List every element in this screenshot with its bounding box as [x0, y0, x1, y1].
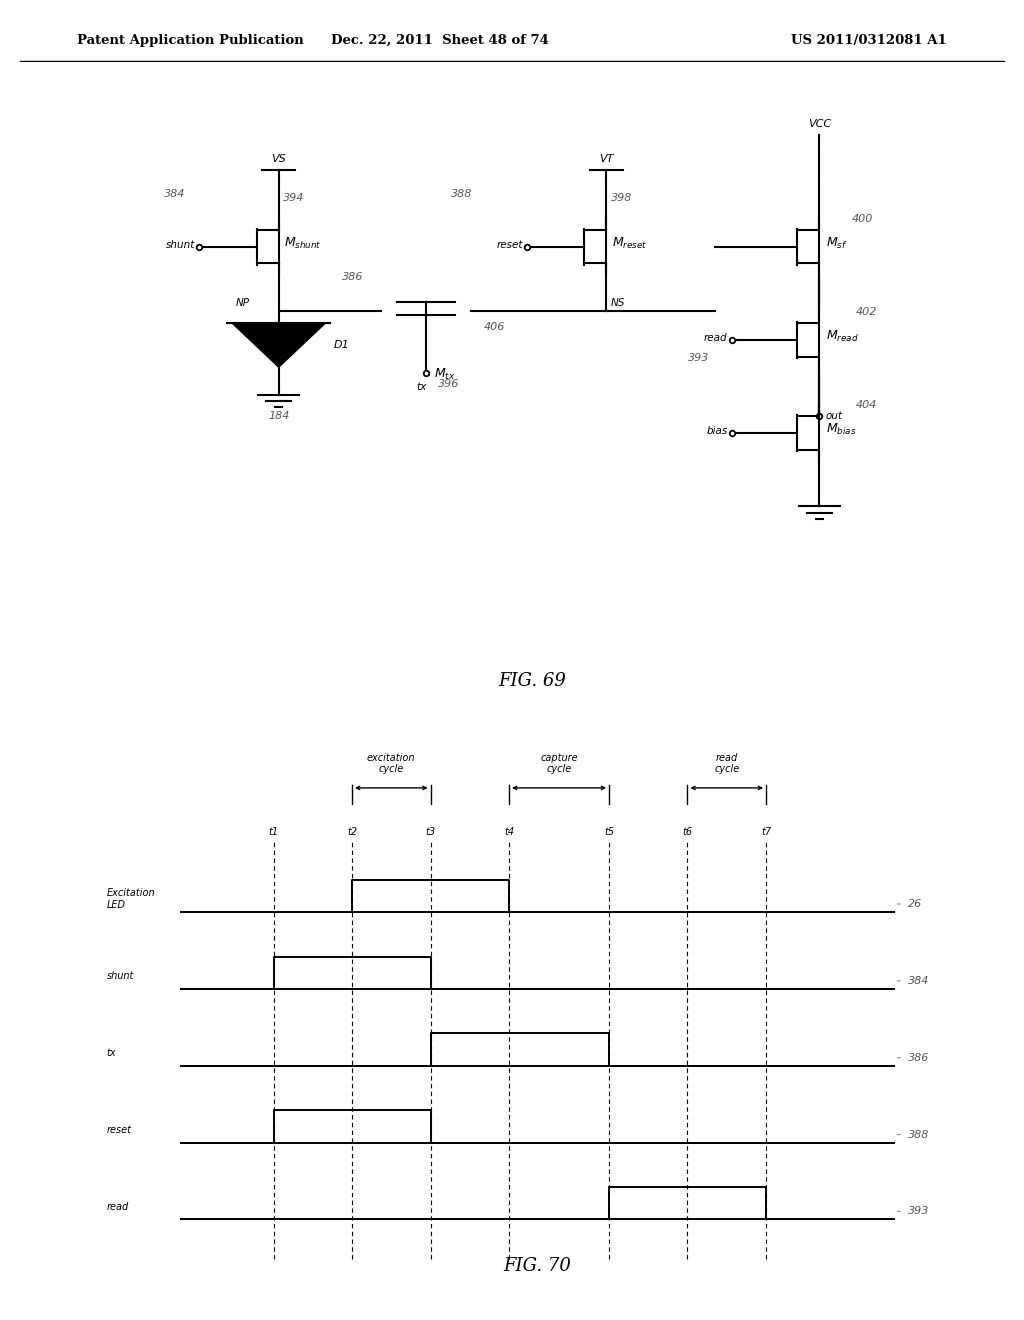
Text: t2: t2 — [347, 826, 357, 837]
Text: 184: 184 — [268, 412, 290, 421]
Text: read
cycle: read cycle — [714, 752, 739, 775]
Text: 386: 386 — [907, 1052, 929, 1063]
Text: excitation
cycle: excitation cycle — [367, 752, 416, 775]
Text: 402: 402 — [856, 308, 878, 317]
Text: t5: t5 — [604, 826, 614, 837]
Text: 400: 400 — [852, 214, 873, 224]
Text: $M_{sf}$: $M_{sf}$ — [826, 236, 848, 251]
Polygon shape — [232, 323, 325, 367]
Text: t3: t3 — [426, 826, 435, 837]
Text: out: out — [826, 412, 843, 421]
Text: t7: t7 — [761, 826, 771, 837]
Text: $M_{bias}$: $M_{bias}$ — [826, 422, 856, 437]
Text: 388: 388 — [907, 1130, 929, 1139]
Text: 388: 388 — [451, 189, 472, 199]
Text: $M_{shunt}$: $M_{shunt}$ — [285, 236, 322, 251]
Text: tx: tx — [106, 1048, 117, 1057]
Text: $M_{read}$: $M_{read}$ — [826, 329, 859, 345]
Text: t6: t6 — [682, 826, 692, 837]
Text: reset: reset — [497, 240, 523, 249]
Text: FIG. 70: FIG. 70 — [504, 1257, 571, 1275]
Text: read: read — [705, 333, 728, 343]
Text: 386: 386 — [342, 272, 362, 282]
Text: US 2011/0312081 A1: US 2011/0312081 A1 — [792, 34, 947, 46]
Text: capture
cycle: capture cycle — [541, 752, 578, 775]
Text: VT: VT — [599, 154, 613, 164]
Text: $M_{tx}$: $M_{tx}$ — [434, 367, 456, 381]
Text: VCC: VCC — [808, 119, 830, 129]
Text: 384: 384 — [907, 975, 929, 986]
Text: 393: 393 — [907, 1206, 929, 1217]
Text: 26: 26 — [907, 899, 922, 909]
Text: 398: 398 — [610, 193, 632, 203]
Text: VS: VS — [271, 154, 286, 164]
Text: tx: tx — [417, 383, 427, 392]
Text: shunt: shunt — [166, 240, 196, 249]
Text: D1: D1 — [333, 341, 349, 350]
Text: Excitation
LED: Excitation LED — [106, 888, 156, 909]
Text: 406: 406 — [483, 322, 505, 331]
Text: bias: bias — [707, 426, 728, 436]
Text: t4: t4 — [504, 826, 514, 837]
Text: read: read — [106, 1201, 129, 1212]
Text: 396: 396 — [438, 379, 460, 389]
Text: $M_{reset}$: $M_{reset}$ — [612, 236, 647, 251]
Text: NP: NP — [237, 298, 250, 308]
Text: reset: reset — [106, 1125, 132, 1135]
Text: shunt: shunt — [106, 972, 134, 981]
Text: 404: 404 — [856, 400, 878, 411]
Text: t1: t1 — [268, 826, 279, 837]
Text: 393: 393 — [688, 354, 710, 363]
Text: 384: 384 — [164, 189, 185, 199]
Text: Dec. 22, 2011  Sheet 48 of 74: Dec. 22, 2011 Sheet 48 of 74 — [332, 34, 549, 46]
Text: NS: NS — [610, 298, 625, 308]
Text: Patent Application Publication: Patent Application Publication — [77, 34, 303, 46]
Text: 394: 394 — [283, 193, 304, 203]
Text: FIG. 69: FIG. 69 — [499, 672, 566, 690]
